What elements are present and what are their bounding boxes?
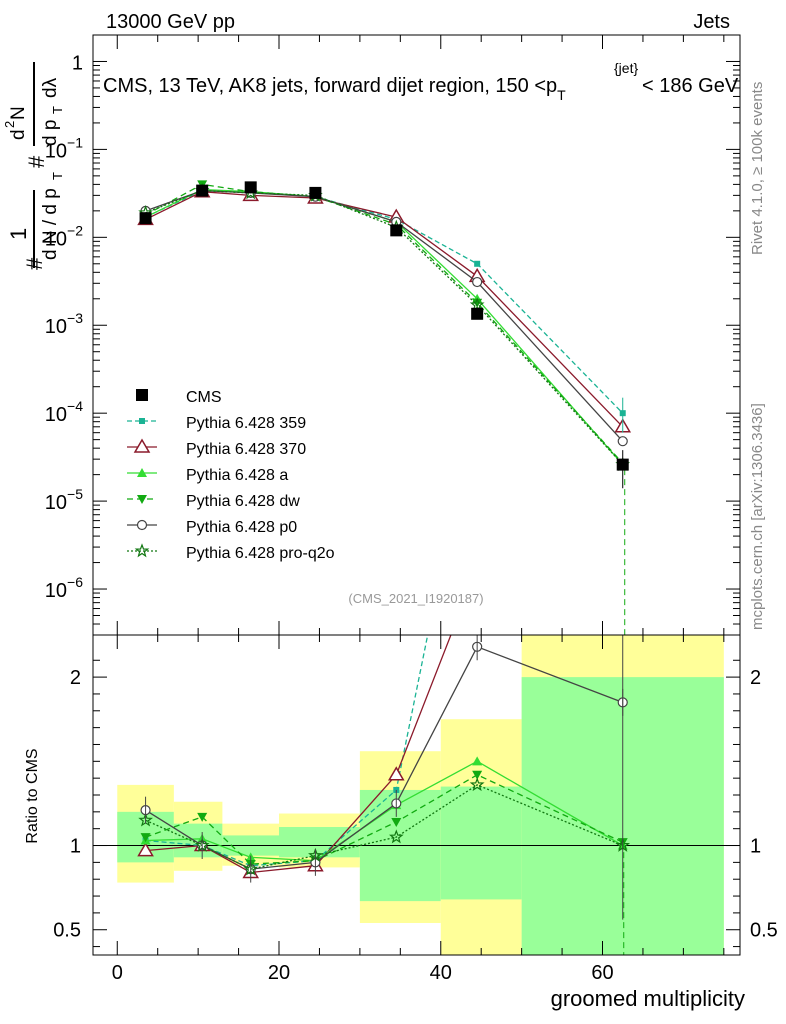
legend-marker-1 xyxy=(133,438,151,453)
main-ytick-label: 10−4 xyxy=(45,398,83,426)
ylabel-one: 1 xyxy=(6,228,31,240)
ratio-point-2 xyxy=(472,756,483,766)
main-ytick-label-base: 10 xyxy=(45,580,67,602)
uncertainty-band-green xyxy=(440,786,522,900)
ratio-point-1 xyxy=(137,842,154,857)
legend-label-0: Pythia 6.428 359 xyxy=(186,415,306,432)
series-point-4 xyxy=(617,436,628,447)
cms-data-point xyxy=(196,184,209,197)
main-ytick-label-one: 1 xyxy=(72,52,83,74)
main-ytick-label-exp: −2 xyxy=(67,222,83,238)
mcplots-credit: mcplots.cern.ch [arXiv:1306.3436] xyxy=(749,403,766,630)
main-ytick-label: 10−6 xyxy=(45,574,83,602)
ratio-point-5 xyxy=(469,777,485,792)
legend-marker-0 xyxy=(139,418,145,424)
ratio-ytick-label: 1 xyxy=(70,836,81,858)
ylabel-two: 2 xyxy=(2,121,17,128)
series-point-5 xyxy=(469,297,485,312)
ratio-point-5 xyxy=(388,829,404,844)
ylabel-d2N-d: d xyxy=(8,129,29,140)
rivet-version: Rivet 4.1.0, ≥ 100k events xyxy=(749,82,766,255)
legend: CMS Pythia 6.428 359 Pythia 6.428 370 Pythi… xyxy=(127,389,335,562)
cms-data-point xyxy=(139,212,152,225)
header-right: Jets xyxy=(693,11,730,33)
legend-label-5: Pythia 6.428 pro-q2o xyxy=(186,545,335,562)
ratio-ylabel: Ratio to CMS xyxy=(24,748,41,843)
header-left: 13000 GeV pp xyxy=(106,11,235,33)
uncertainty-band-green xyxy=(279,827,360,858)
legend-marker-cms xyxy=(136,389,148,401)
chart-title-post: < 186 GeV xyxy=(642,75,739,97)
xtick-label: 60 xyxy=(591,962,613,984)
ratio-ytick-label-right: 2 xyxy=(750,667,761,689)
chart-title-sup: {jet} xyxy=(614,60,638,76)
series-point-3 xyxy=(472,298,483,308)
legend-label-cms: CMS xyxy=(186,389,222,406)
ratio-point-3 xyxy=(472,770,483,780)
ratio-ytick-label-right: 0.5 xyxy=(750,920,778,942)
xlabel: groomed multiplicity xyxy=(551,986,745,1011)
ylabel-hash2: # xyxy=(24,155,49,168)
main-ytick-label: 10−5 xyxy=(45,486,83,514)
main-ytick-label-exp: −1 xyxy=(67,134,83,150)
main-ytick-label-exp: −3 xyxy=(67,310,83,326)
main-series-group xyxy=(137,180,632,635)
cms-data-point xyxy=(471,307,484,320)
ylabel-N: N xyxy=(8,106,29,120)
ratio-series-group xyxy=(137,635,631,955)
chart-title: CMS, 13 TeV, AK8 jets, forward dijet reg… xyxy=(103,75,566,103)
ratio-ytick-label: 2 xyxy=(70,667,81,689)
ylabel-dN-dpT: d N / d p xyxy=(40,188,61,260)
main-ytick-label-base: 10 xyxy=(45,404,67,426)
ratio-point-1 xyxy=(387,766,405,781)
legend-marker-5 xyxy=(134,543,150,558)
ratio-bands-group xyxy=(93,635,740,955)
ratio-point-3 xyxy=(140,833,151,843)
legend-marker-2 xyxy=(137,468,147,477)
main-ytick-label-exp: −5 xyxy=(67,486,83,502)
cms-data-point xyxy=(309,186,322,199)
series-line-0 xyxy=(145,189,624,414)
ylabel-T2: T xyxy=(50,106,65,114)
chart-title-pre: CMS, 13 TeV, AK8 jets, forward dijet reg… xyxy=(103,75,557,97)
legend-label-2: Pythia 6.428 a xyxy=(186,467,288,484)
axes-group: 10−110−210−310−410−510−610 20 40 600.5 0.51 1… xyxy=(45,34,778,984)
cms-data-point xyxy=(244,181,257,194)
main-ytick-label-exp: −4 xyxy=(67,398,83,414)
main-ylabel: # 1 d N / d p T # d 2 N d p T dλ xyxy=(2,62,65,270)
cms-data-point xyxy=(616,458,629,471)
main-ytick-label: 10−2 xyxy=(45,222,83,250)
xtick-label: 20 xyxy=(268,962,290,984)
ratio-point-3 xyxy=(197,812,208,822)
chart-title-sub: T xyxy=(557,87,566,103)
ratio-point-3 xyxy=(391,817,402,827)
analysis-id: (CMS_2021_I1920187) xyxy=(348,591,483,606)
xtick-label: 40 xyxy=(430,962,452,984)
main-ytick-label-base: 10 xyxy=(45,140,67,162)
ratio-ytick-label-right: 1 xyxy=(750,836,761,858)
series-point-0 xyxy=(474,260,481,267)
ylabel-dlambda: dλ xyxy=(40,77,61,98)
legend-label-1: Pythia 6.428 370 xyxy=(186,441,306,458)
xtick-label: 0 xyxy=(112,962,123,984)
main-ytick-label-base: 10 xyxy=(45,492,67,514)
main-ytick-label-exp: −6 xyxy=(67,574,83,590)
main-ytick-label: 10−1 xyxy=(45,134,83,162)
legend-label-4: Pythia 6.428 p0 xyxy=(186,519,297,536)
ylabel-dpT: d p xyxy=(40,120,61,146)
main-ytick-label-base: 10 xyxy=(45,316,67,338)
ylabel-T1: T xyxy=(50,172,65,180)
legend-label-3: Pythia 6.428 dw xyxy=(186,493,300,510)
cms-data-point xyxy=(390,224,403,237)
legend-marker-3 xyxy=(137,495,147,504)
series-point-4 xyxy=(472,276,483,288)
ratio-ytick-label: 0.5 xyxy=(53,920,81,942)
legend-marker-4 xyxy=(136,519,148,531)
main-ytick-label-base: 10 xyxy=(45,228,67,250)
main-ytick-label: 10−3 xyxy=(45,310,83,338)
